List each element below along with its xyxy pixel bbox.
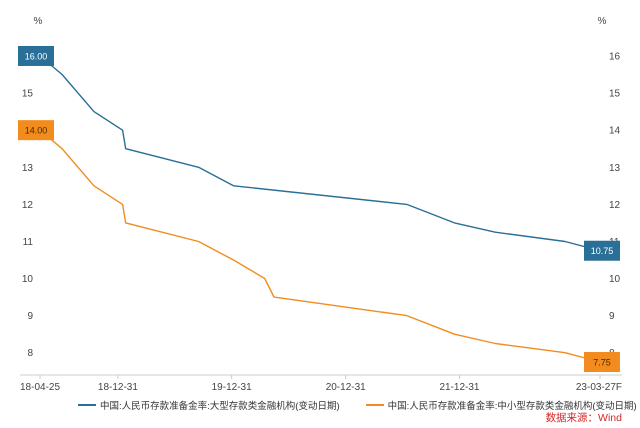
right-y-tick-16: 16 (609, 51, 621, 62)
end-value-label-0-text: 10.75 (591, 246, 614, 256)
start-value-label-0-box (18, 45, 54, 66)
x-tick-label: 20-12-31 (326, 382, 366, 393)
legend: 中国:人民币存款准备金率:大型存款类金融机构(变动日期) 中国:人民币存款准备金… (78, 398, 637, 412)
left-y-tick-12: 12 (22, 200, 34, 211)
legend-label-large: 中国:人民币存款准备金率:大型存款类金融机构(变动日期) (100, 401, 340, 412)
right-y-tick-9: 9 (609, 311, 615, 322)
start-value-label-0: 16.00 (18, 45, 54, 66)
end-value-label-0-box (584, 240, 620, 261)
left-y-tick-13: 13 (22, 163, 34, 174)
right-y-tick-15: 15 (609, 89, 621, 100)
left-y-tick-9: 9 (27, 311, 33, 322)
right-y-tick-12: 12 (609, 200, 621, 211)
start-value-label-1-box (18, 120, 54, 141)
legend-swatch-small (365, 404, 384, 406)
legend-swatch-large (78, 404, 96, 406)
end-value-label-1: 7.75 (584, 352, 620, 373)
end-value-label-1-text: 7.75 (593, 358, 611, 368)
x-tick-label: 19-12-31 (212, 382, 252, 393)
left-y-tick-15: 15 (22, 89, 34, 100)
data-source-note: 数据来源：Wind (545, 412, 622, 424)
left-y-tick-8: 8 (27, 348, 33, 359)
right-y-tick-14: 14 (609, 126, 621, 137)
end-value-label-1-box (584, 352, 620, 373)
left-y-tick-10: 10 (22, 274, 34, 285)
series-layer (39, 55, 601, 363)
x-tick-labels: 18-04-25 18-12-31 19-12-31 20-12-31 21-12-31… (20, 375, 622, 393)
left-y-unit: % (34, 16, 43, 27)
series-line-1 (39, 129, 601, 363)
x-tick-label: 23-03-27F (576, 382, 622, 393)
legend-item-large-banks: 中国:人民币存款准备金率:大型存款类金融机构(变动日期) (78, 398, 340, 412)
value-labels: 16.00 10.75 14.00 7.75 (18, 45, 620, 373)
x-tick-label: 21-12-31 (439, 382, 479, 393)
left-y-tick-labels: 8910111213141516 (22, 51, 34, 359)
series-line-0 (39, 55, 601, 252)
right-y-unit: % (598, 16, 607, 27)
x-tick-label: 18-12-31 (98, 382, 138, 393)
end-value-label-0: 10.75 (584, 240, 620, 261)
right-y-tick-13: 13 (609, 163, 621, 174)
legend-item-small-banks: 中国:人民币存款准备金率:中小型存款类金融机构(变动日期) (365, 398, 637, 412)
start-value-label-1-text: 14.00 (25, 126, 48, 136)
start-value-label-0-text: 16.00 (25, 51, 48, 61)
left-y-tick-11: 11 (23, 237, 34, 248)
start-value-label-1: 14.00 (18, 120, 54, 141)
right-y-tick-labels: 8910111213141516 (609, 51, 621, 359)
rrr-line-chart: 18-04-25 18-12-31 19-12-31 20-12-31 21-12-31… (18, 16, 622, 393)
x-tick-label: 18-04-25 (20, 382, 60, 393)
right-y-tick-10: 10 (609, 274, 621, 285)
legend-label-small: 中国:人民币存款准备金率:中小型存款类金融机构(变动日期) (387, 401, 637, 412)
